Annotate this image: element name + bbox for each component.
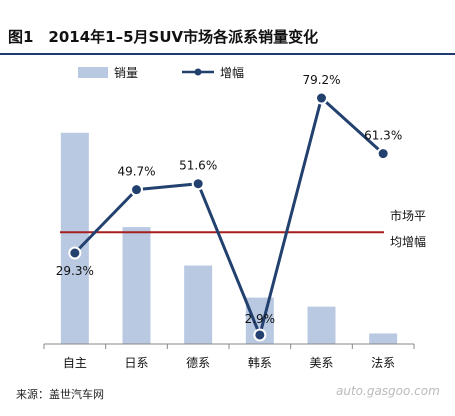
x-tick-label-法系: 法系 [371, 356, 395, 370]
bar-法系 [369, 333, 398, 344]
x-tick-label-德系: 德系 [186, 355, 210, 370]
chart-title: 图1 2014年1–5月SUV市场各派系销量变化 [8, 28, 319, 46]
bar-美系 [307, 306, 336, 344]
growth-point-自主 [68, 246, 82, 260]
growth-point-法系 [376, 147, 390, 161]
bar-自主 [60, 132, 89, 344]
watermark: auto.gasgoo.com [336, 384, 440, 398]
growth-label-自主: 29.3% [56, 264, 94, 278]
source-note: 来源：盖世汽车网 [16, 388, 104, 401]
growth-line [73, 96, 385, 337]
market-average-label-2: 均增幅 [390, 234, 426, 249]
growth-point-德系 [191, 177, 205, 191]
legend-bar-label: 销量 [114, 66, 138, 80]
legend-line-marker [194, 68, 202, 76]
market-average-label-1: 市场平 [390, 208, 426, 223]
growth-label-韩系: 2.9% [245, 312, 276, 326]
legend-line-label: 增幅 [220, 65, 244, 80]
bar-德系 [184, 265, 213, 344]
x-tick-label-美系: 美系 [309, 356, 333, 370]
x-tick-label-韩系: 韩系 [248, 355, 272, 370]
x-tick-label-日系: 日系 [124, 356, 148, 370]
growth-point-日系 [130, 183, 143, 197]
growth-label-德系: 51.6% [179, 159, 217, 173]
growth-label-美系: 79.2% [302, 73, 340, 87]
growth-label-法系: 61.3% [364, 129, 402, 143]
title-underline [0, 53, 455, 55]
legend-bar-swatch [78, 67, 108, 78]
growth-point-韩系 [253, 328, 267, 342]
bar-日系 [122, 227, 151, 344]
growth-point-美系 [315, 91, 328, 105]
x-tick-label-自主: 自主 [63, 356, 87, 370]
growth-label-日系: 49.7% [117, 165, 155, 179]
